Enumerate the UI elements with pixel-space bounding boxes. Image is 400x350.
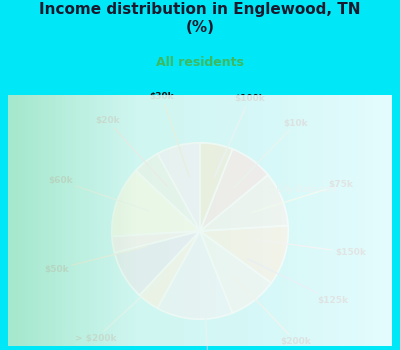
Text: $150k: $150k — [255, 240, 366, 257]
Text: $30k: $30k — [150, 92, 189, 177]
Text: $100k: $100k — [214, 94, 265, 177]
Text: $20k: $20k — [95, 116, 167, 187]
Text: $60k: $60k — [48, 176, 148, 211]
Text: $125k: $125k — [248, 259, 348, 305]
Wedge shape — [140, 231, 200, 308]
Text: $40k: $40k — [196, 286, 221, 350]
Wedge shape — [200, 231, 271, 313]
Wedge shape — [200, 143, 232, 231]
Wedge shape — [200, 149, 268, 231]
Wedge shape — [158, 231, 232, 319]
Wedge shape — [200, 175, 288, 231]
Wedge shape — [112, 231, 200, 253]
Wedge shape — [136, 154, 200, 231]
Text: $50k: $50k — [44, 246, 147, 274]
Text: ⓘ City-Data.com: ⓘ City-Data.com — [269, 185, 337, 194]
Text: All residents: All residents — [156, 56, 244, 69]
Wedge shape — [112, 170, 200, 237]
Text: $200k: $200k — [233, 275, 311, 346]
Text: $75k: $75k — [252, 180, 353, 212]
Text: Income distribution in Englewood, TN
(%): Income distribution in Englewood, TN (%) — [39, 2, 361, 35]
Text: > $200k: > $200k — [75, 274, 166, 343]
Wedge shape — [114, 231, 200, 295]
Wedge shape — [200, 225, 288, 283]
Wedge shape — [158, 143, 200, 231]
Text: $10k: $10k — [234, 119, 308, 188]
